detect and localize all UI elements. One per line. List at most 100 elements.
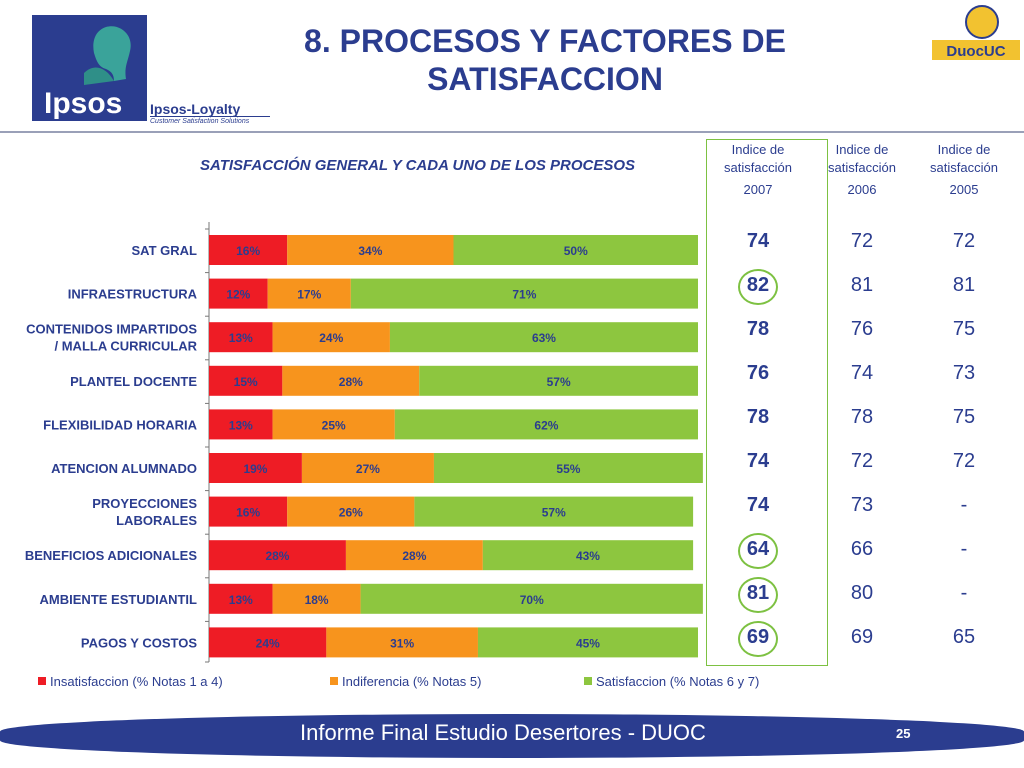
bar-segment [209,235,288,265]
index-value-2007: 82 [746,274,770,296]
bar-segment [389,322,698,353]
page-number: 25 [896,726,911,741]
index-value-2006: 72 [850,450,874,472]
bar-segment [394,409,698,440]
index-value-2006: 80 [850,582,874,604]
index-value-2006: 66 [850,538,874,560]
bar-segment [287,235,454,265]
data-label: 25% [322,418,346,432]
bar-segment [433,453,703,483]
bar-segment [360,583,703,614]
legend-label: Insatisfaccion (% Notas 1 a 4) [50,674,223,689]
footer-bar [0,714,1024,758]
bar-segment [477,627,698,658]
category-label: SAT GRAL [132,243,198,258]
index-value-2007: 74 [746,450,770,472]
page-title-line2: SATISFACCION [427,61,663,97]
data-label: 28% [402,549,426,563]
index-value-2006: 78 [850,406,874,428]
legend-swatch [330,677,338,685]
category-label: PAGOS Y COSTOS [81,635,197,650]
bar-segment [345,540,483,571]
data-label: 17% [297,288,321,302]
highlight-circle [738,621,778,657]
column-header-label: Indice de satisfacción [828,142,896,175]
data-label: 28% [339,375,363,389]
category-label: LABORALES [116,513,197,528]
column-header-year: 2005 [949,182,979,197]
chart-title: SATISFACCIÓN GENERAL Y CADA UNO DE LOS P… [200,157,636,174]
bar-segment [209,322,273,353]
category-label: INFRAESTRUCTURA [68,287,198,302]
legend-label: Indiferencia (% Notas 5) [342,674,481,689]
bar-segment [326,627,478,658]
data-label: 70% [520,593,544,607]
data-label: 71% [512,288,536,302]
data-label: 31% [390,636,414,650]
bar-segment [272,583,361,614]
data-label: 26% [339,506,363,520]
column-header-2005: Indice de satisfacción 2005 [914,141,1014,199]
page-title: 8. PROCESOS Y FACTORES DE SATISFACCION [250,22,840,98]
column-header-year: 2007 [743,182,773,197]
index-value-2007: 78 [746,318,770,340]
highlight-circle [738,269,778,305]
data-label: 16% [236,244,260,258]
bar-segment [209,278,268,309]
bar-segment [209,540,346,571]
data-label: 13% [229,418,253,432]
category-label: PROYECCIONES [92,496,197,511]
bar-segment [482,540,694,571]
index-value-2005: 72 [952,450,976,472]
highlight-circle [738,533,778,569]
data-label: 28% [265,549,289,563]
index-value-2007: 69 [746,626,770,648]
bar-segment [209,409,273,440]
category-label: BENEFICIOS ADICIONALES [25,548,197,563]
bar-segment [414,496,694,527]
index-value-2007: 74 [746,494,770,516]
bar-segment [267,278,351,309]
data-label: 24% [319,331,343,345]
header-divider [0,131,1024,133]
data-label: 13% [229,331,253,345]
category-label: FLEXIBILIDAD HORARIA [43,417,197,432]
brand-line: Ipsos-Loyalty [150,101,241,117]
duoc-logo-text: DuocUC [946,43,1005,60]
index-value-2007: 76 [746,362,770,384]
column-header-2007: Indice de satisfacción 2007 [708,141,808,199]
data-label: 27% [356,462,380,476]
bar-segment [301,453,434,483]
data-label: 16% [236,506,260,520]
data-label: 34% [358,244,382,258]
data-label: 24% [256,636,280,650]
index-value-2005: 72 [952,230,976,252]
index-value-2006: 81 [850,274,874,296]
ipsos-logo-text: Ipsos [44,87,123,120]
page-title-line1: 8. PROCESOS Y FACTORES DE [304,23,786,59]
index-value-2007: 78 [746,406,770,428]
category-label: PLANTEL DOCENTE [70,374,197,389]
bar-segment [209,627,327,658]
data-label: 57% [547,375,571,389]
bar-segment [350,278,698,309]
category-label: ATENCION ALUMNADO [51,461,197,476]
index-value-2005: - [960,538,968,560]
bar-segment [209,583,273,614]
bar-segment [209,496,288,527]
column-header-label: Indice de satisfacción [724,142,792,175]
legend-swatch [584,677,592,685]
data-label: 43% [576,549,600,563]
index-value-2006: 74 [850,362,874,384]
data-label: 50% [564,244,588,258]
category-label: / MALLA CURRICULAR [55,339,198,354]
data-label: 13% [229,593,253,607]
category-label: AMBIENTE ESTUDIANTIL [40,592,198,607]
data-label: 18% [305,593,329,607]
legend-label: Satisfaccion (% Notas 6 y 7) [596,674,759,689]
data-label: 15% [234,375,258,389]
index-value-2005: - [960,494,968,516]
data-label: 63% [532,331,556,345]
highlight-2007-column [706,139,828,666]
